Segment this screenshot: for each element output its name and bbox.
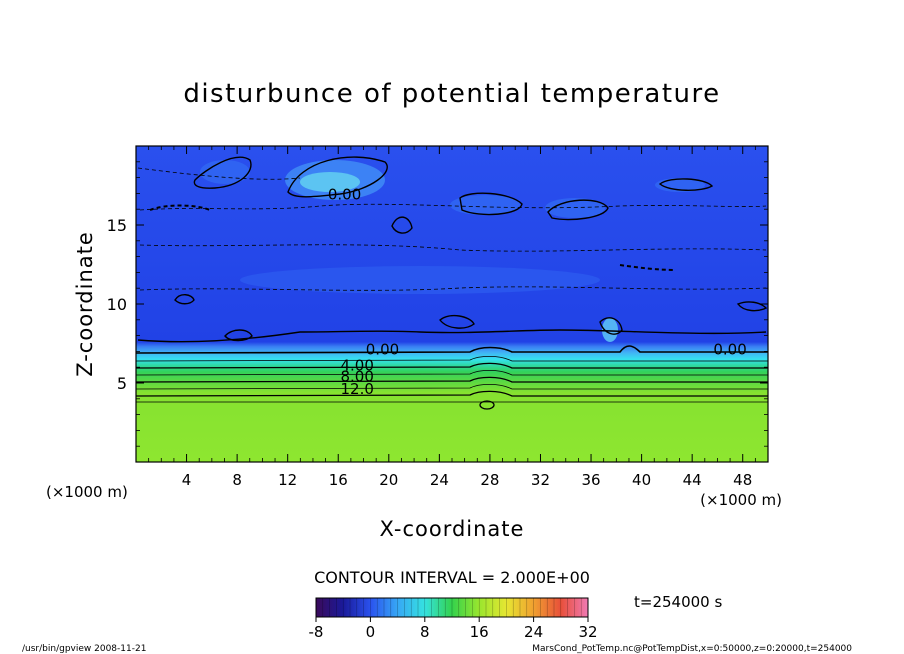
x-axis-ticks: 4 8 12 16 20 24 28 32 36 40 44 48	[148, 146, 756, 489]
x-tick-label: 44	[683, 471, 702, 489]
x-unit-left: (×1000 m)	[46, 483, 128, 501]
footer-left: /usr/bin/gpview 2008-11-21	[22, 644, 146, 654]
x-tick-label: 32	[531, 471, 550, 489]
x-tick-label: 28	[480, 471, 499, 489]
colorbar-tick-label: 24	[524, 623, 543, 641]
y-tick-label: 5	[117, 374, 127, 393]
field-patch	[300, 172, 360, 192]
contour-label: 0.00	[366, 341, 399, 359]
field-patch	[200, 160, 250, 184]
x-axis-label: X-coordinate	[380, 517, 525, 541]
contour-label: 0.00	[713, 341, 746, 359]
field-background	[136, 146, 768, 462]
contour-lines-dashed	[137, 167, 767, 291]
colorbar-ticks: -8 0 8 16 24 32	[309, 617, 598, 641]
plot-area	[136, 146, 768, 462]
contour-label: 8.00	[340, 367, 373, 385]
y-axis-label: Z-coordinate	[73, 231, 97, 377]
contour-label: 12.0	[340, 380, 373, 398]
x-tick-label: 8	[232, 471, 242, 489]
x-tick-label: 40	[632, 471, 651, 489]
colorbar-tick-label: 32	[578, 623, 597, 641]
x-tick-label: 20	[379, 471, 398, 489]
time-text: t=254000 s	[634, 593, 722, 611]
contour-lines-band	[136, 345, 768, 410]
colorbar-tick-label: 0	[366, 623, 376, 641]
colorbar-divisions	[322, 598, 582, 617]
contour-interval-text: CONTOUR INTERVAL = 2.000E+00	[314, 568, 590, 587]
field-patch	[602, 318, 618, 342]
x-tick-label: 24	[430, 471, 449, 489]
contour-label: 0.00	[328, 186, 361, 204]
x-tick-label: 4	[182, 471, 192, 489]
contour-label: 4.00	[340, 356, 373, 374]
x-tick-label: 36	[581, 471, 600, 489]
x-tick-label: 12	[278, 471, 297, 489]
colorbar-tick-label: 8	[420, 623, 430, 641]
field-patch	[450, 195, 520, 215]
field-patch	[655, 178, 705, 192]
field-patch	[240, 266, 600, 294]
footer-right: MarsCond_PotTemp.nc@PotTempDist,x=0:5000…	[532, 644, 852, 654]
chart-title: disturbunce of potential temperature	[183, 79, 720, 109]
y-axis-ticks: 5 10 15	[107, 161, 768, 447]
x-tick-label: 48	[733, 471, 752, 489]
y-tick-label: 15	[107, 216, 127, 235]
colorbar-tick-label: 16	[470, 623, 489, 641]
colorbar-tick-label: -8	[309, 623, 324, 641]
y-tick-label: 10	[107, 295, 127, 314]
x-tick-label: 16	[329, 471, 348, 489]
contour-lines-upper	[137, 156, 768, 343]
x-unit-right: (×1000 m)	[700, 491, 782, 509]
field-patch	[545, 198, 605, 218]
